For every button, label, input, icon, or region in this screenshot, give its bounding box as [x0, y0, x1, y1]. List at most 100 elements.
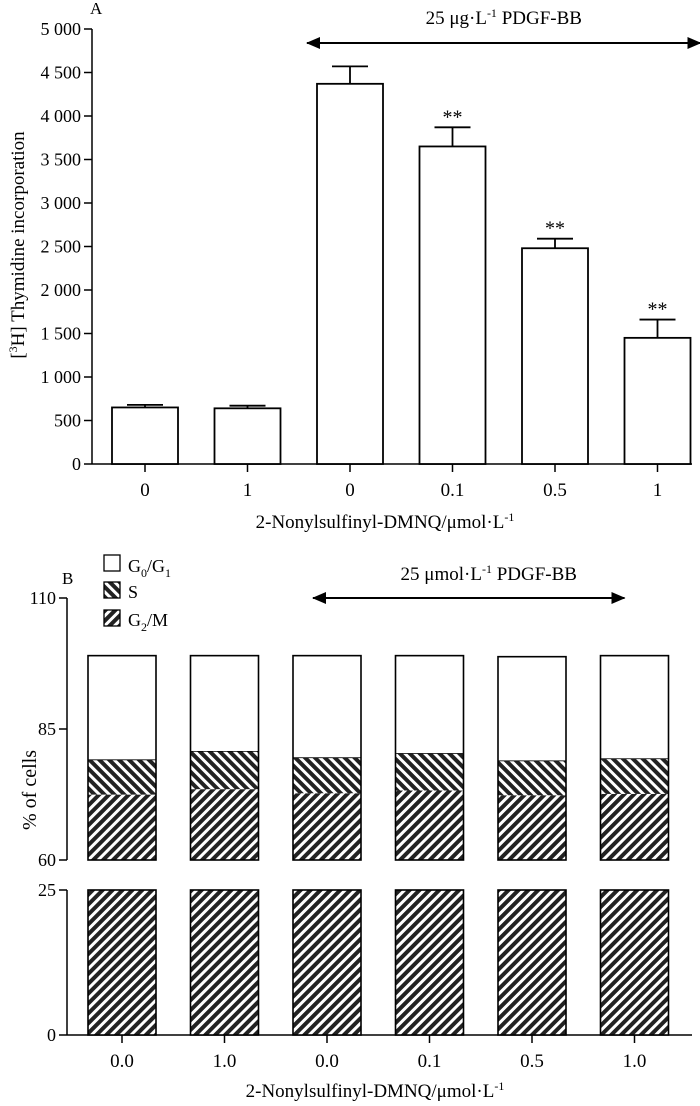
panel-b-x-tick-label: 0.5: [520, 1051, 544, 1072]
legend-g2m-sep: /M: [147, 610, 168, 630]
legend-swatch-g0g1: [103, 554, 121, 572]
panel-a-y-axis-label: [3H] Thymidine incorporation: [6, 131, 29, 359]
panel-a: A [3H] Thymidine incorporation 0 500 1 000…: [6, 0, 700, 533]
panel-b-y-tick-label: 25: [38, 880, 56, 900]
panel-a-bar: [521, 247, 589, 465]
panel-a-annotation-dose: 25 μg·L: [426, 8, 487, 29]
panel-a-y-tick-label: 1 500: [41, 324, 82, 344]
panel-b-annotation-exponent: -1: [482, 562, 492, 576]
panel-a-x-tick-label: 0.1: [441, 480, 465, 501]
panel-b-y-axis-label: % of cells: [19, 750, 41, 830]
panel-a-y-tick-label: 0: [72, 454, 81, 474]
legend-g0g1-sub1: 0: [141, 566, 147, 580]
panel-b-bar-s: [498, 760, 566, 796]
legend-g2m-sub: 2: [141, 620, 147, 634]
legend-swatch-s: [103, 581, 121, 599]
panel-b-bar-s: [88, 759, 156, 795]
panel-a-annotation-exponent: -1: [487, 6, 497, 20]
panel-a-bar: [316, 82, 384, 465]
panel-b-y-tick-label: 0: [47, 1025, 56, 1045]
panel-a-y-tick-label: 3 000: [41, 193, 82, 213]
legend-g0g1-base: G: [128, 556, 141, 576]
panel-b-bar-top: [498, 656, 566, 761]
panel-b-bar-g0g1-hatched: [88, 794, 156, 860]
panel-a-y-tick-label: 5 000: [41, 19, 82, 39]
panel-b-x-tick-label: 1.0: [213, 1051, 237, 1072]
legend-label-g2m: G2/M: [128, 610, 168, 634]
panel-b-bar-g0g1-hatched: [600, 793, 669, 860]
panel-b-bar-s: [190, 751, 259, 790]
panel-a-y-label-element: H: [8, 332, 29, 346]
panel-a-y-tick-label: 2 000: [41, 280, 82, 300]
panel-b-bar-top: [395, 655, 464, 754]
panel-b-x-tick-label: 0.1: [418, 1051, 442, 1072]
panel-b-x-tick-label: 0.0: [110, 1051, 134, 1072]
panel-a-bar: [418, 145, 487, 465]
panel-b-bar-outline: [87, 654, 157, 861]
panel-b-bars: [87, 654, 670, 1036]
panel-b-bar-outline: [394, 654, 465, 861]
panel-b-y-tick-label: 110: [30, 588, 56, 608]
panel-a-significance-marker: **: [648, 299, 668, 321]
panel-a-bars: ** ** **: [111, 65, 692, 465]
panel-b-bar-lower: [497, 889, 567, 1036]
panel-a-bar: [623, 336, 692, 465]
panel-a-label: A: [90, 0, 103, 18]
panel-b-bar-g0g1-hatched: [293, 793, 361, 860]
legend-g2m-base: G: [128, 610, 141, 630]
panel-b-annotation-agent: PDGF-BB: [492, 564, 577, 585]
panel-b-bar-outline: [599, 654, 670, 861]
panel-b-bar-lower: [189, 889, 260, 1036]
panel-b-bar-lower: [292, 889, 362, 1036]
panel-a-y-tick-label: 3 500: [41, 150, 82, 170]
panel-b-x-label-exponent: -1: [494, 1079, 504, 1093]
panel-b-y-ticks: 0 25 60 85 110: [30, 588, 67, 1045]
panel-b-bar-lower: [599, 889, 670, 1036]
panel-a-y-tick-label: 500: [54, 411, 81, 431]
panel-a-y-tick-label: 1 000: [41, 367, 82, 387]
panel-a-x-tick-label: 0: [345, 480, 355, 501]
panel-b-bar-g0g1-hatched: [190, 789, 259, 860]
panel-a-significance-marker: **: [545, 218, 565, 240]
panel-b: B % of cells 0 25 60 85 110 0.0 1.0 0.0 0.1 0.5 1…: [19, 554, 692, 1102]
panel-a-y-tick-label: 2 500: [41, 237, 82, 257]
panel-b-bar-s: [600, 758, 669, 794]
panel-b-bar-top: [88, 655, 156, 760]
panel-b-legend: G0/G1 S G2/M: [103, 554, 171, 634]
panel-b-bar-top: [600, 655, 669, 759]
panel-a-x-label-text: 2-Nonylsulfinyl-DMNQ/μmol·L: [256, 512, 505, 533]
legend-label-s: S: [128, 582, 138, 602]
legend-g0g1-base2: G: [152, 556, 165, 576]
panel-b-bar-outline: [189, 654, 260, 861]
panel-a-significance-marker: **: [443, 106, 463, 128]
panel-a-x-label-exponent: -1: [504, 510, 514, 524]
panel-a-x-axis-label: 2-Nonylsulfinyl-DMNQ/μmol·L-1: [256, 510, 515, 533]
panel-b-x-ticks: 0.0 1.0 0.0 0.1 0.5 1.0: [110, 1035, 646, 1072]
panel-b-annotation-dose: 25 μmol·L: [401, 564, 482, 585]
panel-a-y-ticks: 0 500 1 000 1 500 2 000 2 500 3 000 3 500 4 000 4…: [41, 19, 92, 474]
panel-a-x-tick-label: 0.5: [543, 480, 567, 501]
panel-b-bar-top: [190, 655, 259, 752]
panel-a-y-tick-label: 4 500: [41, 63, 82, 83]
panel-a-x-tick-label: 1: [653, 480, 663, 501]
panel-b-bar-lower: [394, 889, 465, 1036]
panel-a-y-tick-label: 4 000: [41, 106, 82, 126]
panel-b-x-tick-label: 0.0: [315, 1051, 339, 1072]
panel-b-bar-g0g1-hatched: [395, 790, 464, 860]
panel-b-bar-s: [395, 753, 464, 791]
panel-b-annotation: 25 μmol·L-1 PDGF-BB: [401, 562, 577, 585]
panel-b-x-label-text: 2-Nonylsulfinyl-DMNQ/μmol·L: [246, 1081, 495, 1102]
legend-label-g0g1: G0/G1: [128, 556, 171, 580]
panel-a-annotation: 25 μg·L-1 PDGF-BB: [426, 6, 582, 29]
panel-a-y-label-text: Thymidine incorporation: [8, 131, 29, 322]
panel-a-y-label-superscript: 3: [6, 346, 20, 352]
panel-a-x-tick-label: 1: [243, 480, 253, 501]
panel-b-y-tick-label: 60: [38, 850, 56, 870]
panel-a-annotation-agent: PDGF-BB: [497, 8, 582, 29]
legend-g0g1-sub2: 1: [165, 566, 171, 580]
panel-b-bar-s: [293, 757, 361, 794]
panel-b-x-tick-label: 1.0: [623, 1051, 647, 1072]
panel-b-y-tick-label: 85: [38, 719, 56, 739]
panel-a-bar: [213, 407, 282, 465]
